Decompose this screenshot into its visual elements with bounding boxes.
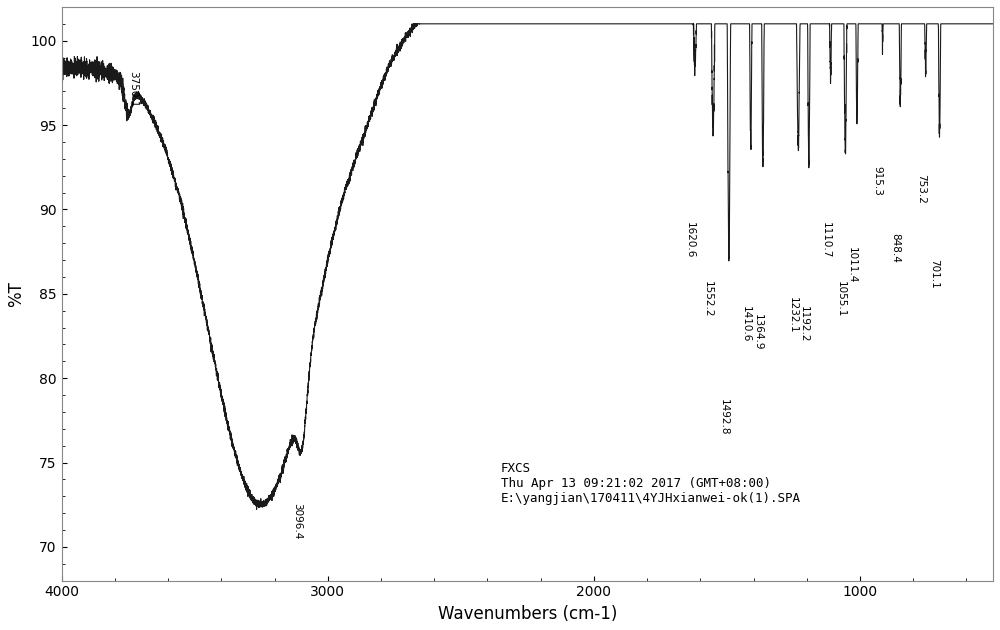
Text: 915.3: 915.3 <box>873 166 883 196</box>
Text: 701.1: 701.1 <box>930 259 940 289</box>
Text: 1232.1: 1232.1 <box>788 297 798 334</box>
Text: 1055.1: 1055.1 <box>835 281 845 317</box>
Text: 3750.1: 3750.1 <box>128 71 138 108</box>
Text: 848.4: 848.4 <box>890 233 900 263</box>
Text: FXCS
Thu Apr 13 09:21:02 2017 (GMT+08:00)
E:\yangjian\170411\4YJHxianwei-ok(1).S: FXCS Thu Apr 13 09:21:02 2017 (GMT+08:00… <box>501 462 801 505</box>
Text: 1110.7: 1110.7 <box>821 222 831 258</box>
Text: 3096.4: 3096.4 <box>292 503 302 540</box>
Text: 1011.4: 1011.4 <box>847 247 857 284</box>
Text: 1410.6: 1410.6 <box>741 306 751 342</box>
Text: 1492.8: 1492.8 <box>719 399 729 435</box>
Text: 1620.6: 1620.6 <box>685 222 695 258</box>
Y-axis label: %T: %T <box>7 281 25 307</box>
Text: 1364.9: 1364.9 <box>753 314 763 351</box>
Text: 1192.2: 1192.2 <box>799 306 809 343</box>
X-axis label: Wavenumbers (cm-1): Wavenumbers (cm-1) <box>438 605 617 623</box>
Text: 1552.2: 1552.2 <box>703 280 713 317</box>
Text: 753.2: 753.2 <box>916 175 926 204</box>
